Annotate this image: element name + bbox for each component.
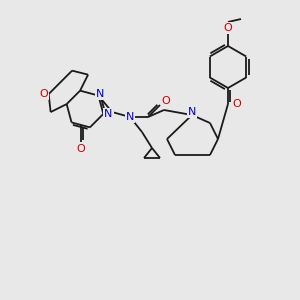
Text: O: O bbox=[162, 96, 170, 106]
Text: N: N bbox=[126, 112, 134, 122]
Text: O: O bbox=[224, 23, 232, 33]
Text: N: N bbox=[188, 107, 196, 117]
Text: N: N bbox=[104, 109, 112, 119]
Text: O: O bbox=[39, 89, 48, 99]
Text: O: O bbox=[76, 144, 85, 154]
Text: O: O bbox=[232, 99, 242, 109]
Text: N: N bbox=[96, 88, 105, 99]
